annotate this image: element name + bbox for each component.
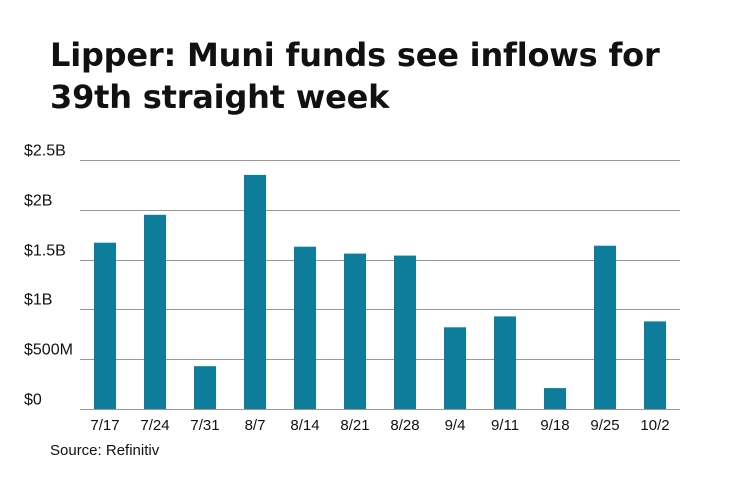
y-tick-label: $0 <box>24 392 42 409</box>
x-tick-label: 7/24 <box>140 417 169 434</box>
bar-7-31 <box>194 366 216 409</box>
gridlines <box>80 160 680 410</box>
x-tick-label: 8/21 <box>340 417 369 434</box>
x-tick-label: 10/2 <box>640 417 669 434</box>
x-tick-label: 8/14 <box>290 417 319 434</box>
x-axis-ticks: 7/17 7/24 7/31 8/7 8/14 8/21 8/28 9/4 9/11 9/18 9/… <box>90 417 669 434</box>
bar-8-14 <box>294 246 316 409</box>
bars <box>94 174 666 409</box>
x-tick-label: 9/11 <box>491 417 519 434</box>
bar-8-21 <box>344 253 366 409</box>
bar-10-2 <box>644 321 666 409</box>
y-tick-label: $2.5B <box>24 143 66 160</box>
bar-9-18 <box>544 388 566 409</box>
y-tick-label: $1.5B <box>24 243 66 260</box>
x-tick-label: 9/18 <box>540 417 569 434</box>
chart-title: Lipper: Muni funds see inflows for 39th … <box>50 36 660 116</box>
bar-9-4 <box>444 327 466 409</box>
x-tick-label: 7/31 <box>190 417 219 434</box>
x-tick-label: 8/28 <box>390 417 419 434</box>
bar-8-28 <box>394 255 416 409</box>
bar-7-24 <box>144 214 166 409</box>
bar-8-7 <box>244 174 266 409</box>
y-tick-label: $1B <box>24 292 52 309</box>
x-tick-label: 9/4 <box>445 417 466 434</box>
x-tick-label: 7/17 <box>90 417 119 434</box>
y-tick-label: $500M <box>24 342 73 359</box>
bar-7-17 <box>94 242 116 409</box>
source-note: Source: Refinitiv <box>50 442 160 459</box>
bar-9-11 <box>494 316 516 409</box>
x-tick-label: 9/25 <box>590 417 619 434</box>
bar-9-25 <box>594 245 616 409</box>
y-axis-ticks: $0 $500M $1B $1.5B $2B $2.5B <box>24 143 73 409</box>
y-tick-label: $2B <box>24 193 52 210</box>
x-tick-label: 8/7 <box>245 417 266 434</box>
